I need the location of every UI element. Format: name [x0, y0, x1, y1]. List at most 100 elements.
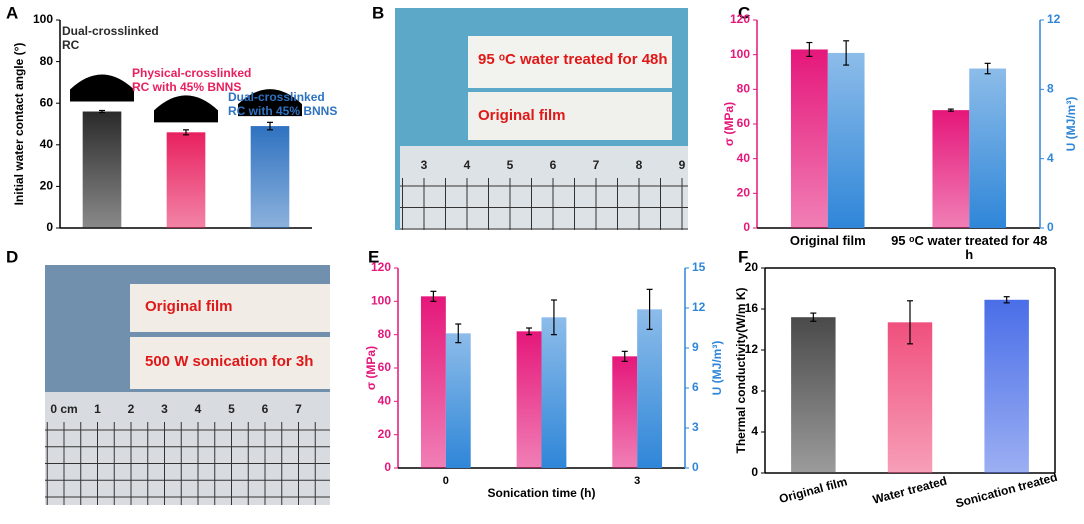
panel-label: E [368, 247, 379, 266]
ruler-number: 7 [593, 158, 600, 172]
annotation: Dual-crosslinked RC with 45% BNNS [228, 90, 338, 118]
y-tick-label: 20 [737, 186, 751, 200]
x-tick-label: Original film [777, 474, 848, 506]
panel-label: B [372, 3, 384, 22]
y-tick-label: 60 [40, 95, 54, 109]
y-tick-label: 8 [751, 383, 758, 397]
bar [166, 132, 206, 228]
bar [827, 52, 865, 228]
ruler-number: 4 [195, 402, 202, 416]
y-tick-label: 40 [737, 151, 751, 165]
x-axis-title: Sonication time (h) [488, 486, 596, 500]
x-tick-label: Original film [789, 234, 866, 248]
y-tick-label: 20 [40, 179, 54, 193]
y-tick-label: 0 [751, 465, 758, 479]
ruler-number: 5 [507, 158, 514, 172]
y-axis-title: Initial water contact angle (°) [12, 43, 26, 206]
panel-label: A [6, 3, 18, 22]
y2-tick-label: 15 [692, 260, 706, 274]
film-strip [468, 92, 672, 140]
annotation-box: Dual-crosslinked RC [62, 24, 159, 52]
bar [790, 49, 828, 228]
ruler-number: 2 [128, 402, 135, 416]
ruler-number: 7 [295, 402, 302, 416]
bar [969, 68, 1007, 229]
droplet [70, 74, 134, 102]
x-tick-label-box: 95 ᵒC water treated for 48 h [891, 234, 1048, 262]
x-tick-label-box: 3 [634, 475, 641, 487]
y-tick-label: 60 [378, 360, 392, 374]
ruler-number: 3 [161, 402, 168, 416]
y-tick-label: 40 [378, 394, 392, 408]
photo-caption: Original film [478, 107, 566, 124]
x-tick-label-box: 0 [442, 475, 449, 487]
x-tick-label-box: Original film [789, 234, 866, 248]
bar [420, 296, 446, 468]
ruler [400, 146, 688, 230]
y2-tick-label: 8 [1047, 82, 1054, 96]
y-tick-label: 4 [751, 424, 758, 438]
y-tick-label: 120 [371, 260, 391, 274]
annotation-box: Dual-crosslinked RC with 45% BNNS [228, 90, 338, 118]
y-tick-label: 80 [737, 82, 751, 96]
y2-axis-title: U (MJ/m³) [710, 341, 724, 396]
x-tick-label: 0 [442, 475, 449, 487]
bar [445, 333, 471, 468]
film-strip [130, 284, 330, 332]
y-tick-label: 0 [46, 220, 53, 234]
y2-tick-label: 0 [1047, 220, 1054, 234]
y-tick-label: 80 [40, 54, 54, 68]
photo-caption: 500 W sonication for 3h [145, 353, 313, 370]
ruler-number: 5 [228, 402, 235, 416]
annotation: Physical-crosslinked RC with 45% BNNS [132, 66, 252, 94]
photo-caption: Original film [145, 298, 233, 315]
film-strip [468, 36, 672, 88]
y2-tick-label: 0 [692, 460, 699, 474]
panel-label: C [738, 3, 750, 22]
y2-tick-label: 9 [692, 340, 699, 354]
x-tick-label: 95 ᵒC water treated for 48 h [891, 234, 1048, 262]
y-axis-title: σ (MPa) [364, 346, 378, 390]
y-tick-label: 100 [730, 47, 750, 61]
ruler-number: 8 [636, 158, 643, 172]
x-tick-label: Sonication treated [954, 470, 1059, 511]
bar [887, 322, 933, 473]
ruler-number: 9 [679, 158, 686, 172]
y-tick-label: 20 [745, 260, 759, 274]
annotation: Dual-crosslinked RC [62, 24, 159, 52]
y2-axis-title: U (MJ/m³) [1064, 97, 1078, 152]
annotation-box: Physical-crosslinked RC with 45% BNNS [132, 66, 252, 94]
bar [516, 331, 542, 468]
panel-label: F [738, 247, 748, 266]
ruler-number: 0 cm [50, 402, 77, 416]
ruler-number: 1 [94, 402, 101, 416]
photo-caption: 95 ᵒC water treated for 48h [478, 51, 668, 68]
y2-tick-label: 12 [692, 300, 706, 314]
x-tick-label: 3 [634, 475, 641, 487]
bar [932, 110, 970, 228]
bar [250, 126, 290, 228]
droplet [154, 95, 218, 123]
x-tick-label: Water treated [871, 474, 948, 507]
ruler-number: 6 [262, 402, 269, 416]
ruler [45, 392, 330, 505]
bar [612, 356, 638, 468]
bar [637, 309, 663, 468]
bar [791, 317, 836, 473]
y2-tick-label: 12 [1047, 12, 1061, 26]
y-tick-label: 12 [745, 342, 759, 356]
ruler-number: 6 [550, 158, 557, 172]
film-strip [130, 337, 330, 389]
y2-tick-label: 4 [1047, 151, 1054, 165]
y-tick-label: 100 [371, 294, 391, 308]
ruler-number: 3 [421, 158, 428, 172]
ruler-number: 4 [464, 158, 471, 172]
bar [984, 299, 1029, 473]
y-axis-title: Thermal conductivity(W/m K) [734, 287, 748, 453]
y-axis-title: σ (MPa) [722, 102, 736, 146]
y-tick-label: 80 [378, 327, 392, 341]
y-tick-label: 120 [730, 12, 750, 26]
bar [541, 317, 567, 468]
y2-tick-label: 6 [692, 380, 699, 394]
